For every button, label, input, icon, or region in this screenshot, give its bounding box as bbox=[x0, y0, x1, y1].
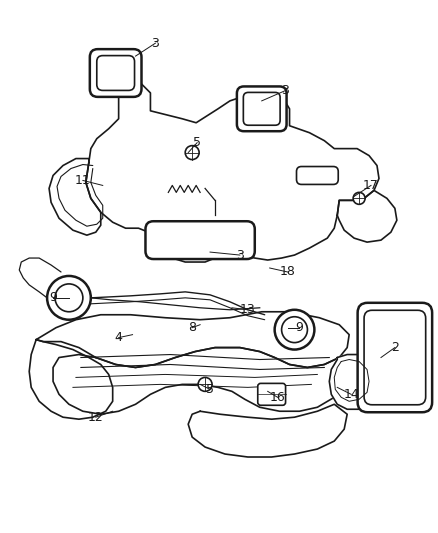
Text: 3: 3 bbox=[236, 248, 244, 262]
Text: 9: 9 bbox=[49, 292, 57, 304]
Text: 4: 4 bbox=[115, 331, 123, 344]
Text: 8: 8 bbox=[188, 321, 196, 334]
Polygon shape bbox=[188, 404, 347, 457]
Polygon shape bbox=[337, 190, 397, 242]
Circle shape bbox=[282, 317, 307, 343]
Polygon shape bbox=[53, 348, 347, 414]
Text: 2: 2 bbox=[391, 341, 399, 354]
FancyBboxPatch shape bbox=[364, 310, 426, 405]
Circle shape bbox=[198, 377, 212, 391]
FancyBboxPatch shape bbox=[357, 303, 432, 412]
Polygon shape bbox=[49, 158, 101, 235]
Polygon shape bbox=[86, 83, 379, 262]
Text: 3: 3 bbox=[281, 84, 289, 98]
FancyBboxPatch shape bbox=[237, 86, 286, 131]
FancyBboxPatch shape bbox=[97, 55, 134, 91]
Circle shape bbox=[353, 192, 365, 204]
Circle shape bbox=[185, 146, 199, 159]
Text: 5: 5 bbox=[193, 136, 201, 149]
Polygon shape bbox=[329, 354, 379, 409]
Circle shape bbox=[275, 310, 314, 350]
Text: 12: 12 bbox=[88, 411, 104, 424]
Circle shape bbox=[47, 276, 91, 320]
FancyBboxPatch shape bbox=[90, 49, 141, 97]
Polygon shape bbox=[36, 312, 349, 367]
Text: 16: 16 bbox=[270, 391, 286, 404]
Text: 11: 11 bbox=[75, 174, 91, 187]
Text: 13: 13 bbox=[240, 303, 256, 316]
Text: 5: 5 bbox=[206, 383, 214, 396]
Text: 18: 18 bbox=[279, 265, 296, 278]
Text: 14: 14 bbox=[343, 388, 359, 401]
Circle shape bbox=[55, 284, 83, 312]
Polygon shape bbox=[29, 340, 113, 419]
FancyBboxPatch shape bbox=[297, 166, 338, 184]
Text: 3: 3 bbox=[152, 37, 159, 50]
Text: 17: 17 bbox=[363, 179, 379, 192]
FancyBboxPatch shape bbox=[258, 383, 286, 405]
Text: 9: 9 bbox=[296, 321, 304, 334]
FancyBboxPatch shape bbox=[145, 221, 255, 259]
FancyBboxPatch shape bbox=[244, 92, 280, 125]
